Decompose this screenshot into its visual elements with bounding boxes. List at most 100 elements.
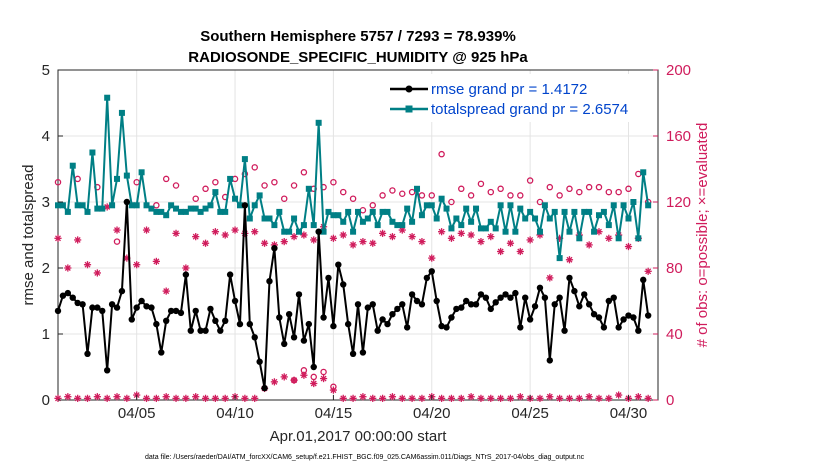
totalspread-point — [325, 208, 332, 215]
obs-evaluated-point — [605, 234, 613, 242]
totalspread-point — [581, 208, 588, 215]
x-tick-label: 04/30 — [610, 405, 648, 422]
obs-evaluated-point — [497, 394, 505, 402]
obs-evaluated-point — [378, 229, 387, 237]
rmse-point — [492, 299, 499, 306]
totalspread-point — [148, 205, 155, 212]
totalspread-point — [217, 208, 224, 215]
totalspread-point — [295, 228, 302, 235]
rmse-point — [600, 324, 608, 331]
rmse-point — [271, 245, 278, 252]
obs-evaluated-point — [477, 394, 485, 402]
rmse-point — [261, 384, 268, 392]
rmse-point — [576, 303, 583, 310]
obs-evaluated-point — [418, 394, 426, 402]
obs-evaluated-point — [378, 394, 387, 402]
totalspread-point — [177, 208, 184, 215]
rmse-point — [266, 278, 273, 285]
rmse-point — [635, 327, 642, 334]
obs-possible-point — [349, 195, 357, 202]
obs-evaluated-point — [428, 254, 436, 262]
obs-evaluated-point — [251, 228, 259, 236]
obs-possible-point — [369, 202, 377, 209]
totalspread-point — [364, 215, 371, 222]
totalspread-point — [64, 208, 71, 215]
rmse-point — [581, 291, 588, 298]
legend-rmse-marker — [405, 85, 413, 93]
obs-possible-point — [477, 180, 485, 188]
obs-evaluated-point — [624, 242, 633, 251]
rmse-point — [167, 307, 175, 315]
totalspread-point — [281, 228, 288, 235]
obs-evaluated-point — [467, 231, 475, 239]
obs-evaluated-point — [497, 247, 505, 256]
rmse-point — [123, 198, 131, 206]
rmse-point — [79, 301, 86, 308]
rmse-point — [128, 316, 135, 323]
totalspread-point — [615, 235, 622, 242]
totalspread-point — [595, 212, 602, 219]
obs-evaluated-point — [211, 228, 219, 236]
obs-possible-point — [605, 188, 613, 196]
rmse-point — [344, 320, 352, 328]
obs-possible-point — [576, 188, 583, 196]
totalspread-point — [350, 228, 357, 235]
y-axis-left-label: rmse and totalspread — [20, 165, 37, 306]
totalspread-point — [241, 156, 248, 163]
totalspread-point — [109, 202, 116, 209]
rmse-point — [300, 337, 308, 344]
obs-possible-point — [546, 183, 554, 191]
obs-evaluated-point — [142, 394, 151, 402]
totalspread-point — [202, 205, 209, 212]
totalspread-point — [625, 215, 632, 222]
rmse-point — [256, 358, 263, 365]
totalspread-point — [409, 218, 416, 225]
legend: rmse grand pr = 1.4172 totalspread grand… — [387, 74, 657, 122]
totalspread-point — [620, 202, 627, 209]
totalspread-point — [355, 208, 361, 215]
totalspread-point — [99, 205, 106, 212]
totalspread-point — [532, 215, 539, 222]
obs-possible-point — [54, 178, 62, 186]
totalspread-point — [118, 109, 125, 116]
totalspread-point — [600, 208, 607, 215]
rmse-point — [561, 327, 568, 334]
totalspread-point — [463, 205, 470, 212]
rmse-point — [369, 301, 376, 308]
totalspread-point — [571, 208, 578, 215]
obs-evaluated-point — [74, 236, 82, 244]
obs-possible-point — [585, 183, 593, 191]
obs-evaluated-point — [54, 394, 62, 402]
rmse-point — [423, 274, 431, 282]
obs-possible-point — [408, 188, 416, 196]
rmse-point — [472, 301, 480, 308]
totalspread-point — [246, 215, 253, 222]
totalspread-point — [227, 175, 234, 182]
totalspread-point — [300, 222, 307, 229]
rmse-point — [158, 349, 165, 356]
rmse-point — [59, 292, 67, 299]
totalspread-point — [133, 202, 140, 209]
rmse-point — [310, 363, 317, 371]
obs-evaluated-point — [536, 394, 544, 402]
x-tick-label: 04/25 — [511, 405, 549, 422]
totalspread-point — [541, 202, 548, 209]
totalspread-point — [163, 212, 170, 219]
x-tick-label: 04/10 — [216, 405, 254, 422]
obs-evaluated-point — [634, 393, 642, 401]
totalspread-point — [404, 205, 411, 212]
totalspread-point — [591, 228, 598, 235]
rmse-point — [644, 312, 652, 319]
legend-spread-label: totalspread grand pr = 2.6574 — [431, 101, 628, 118]
obs-evaluated-point — [339, 394, 347, 402]
obs-possible-point — [162, 175, 170, 183]
chart-marks — [54, 94, 652, 402]
obs-evaluated-point — [83, 394, 92, 402]
obs-evaluated-point — [64, 393, 72, 401]
obs-evaluated-point — [152, 257, 160, 265]
rmse-point — [172, 307, 180, 315]
rmse-point — [394, 305, 401, 313]
totalspread-point — [566, 228, 573, 235]
obs-evaluated-point — [526, 236, 534, 244]
obs-evaluated-point — [290, 376, 298, 384]
